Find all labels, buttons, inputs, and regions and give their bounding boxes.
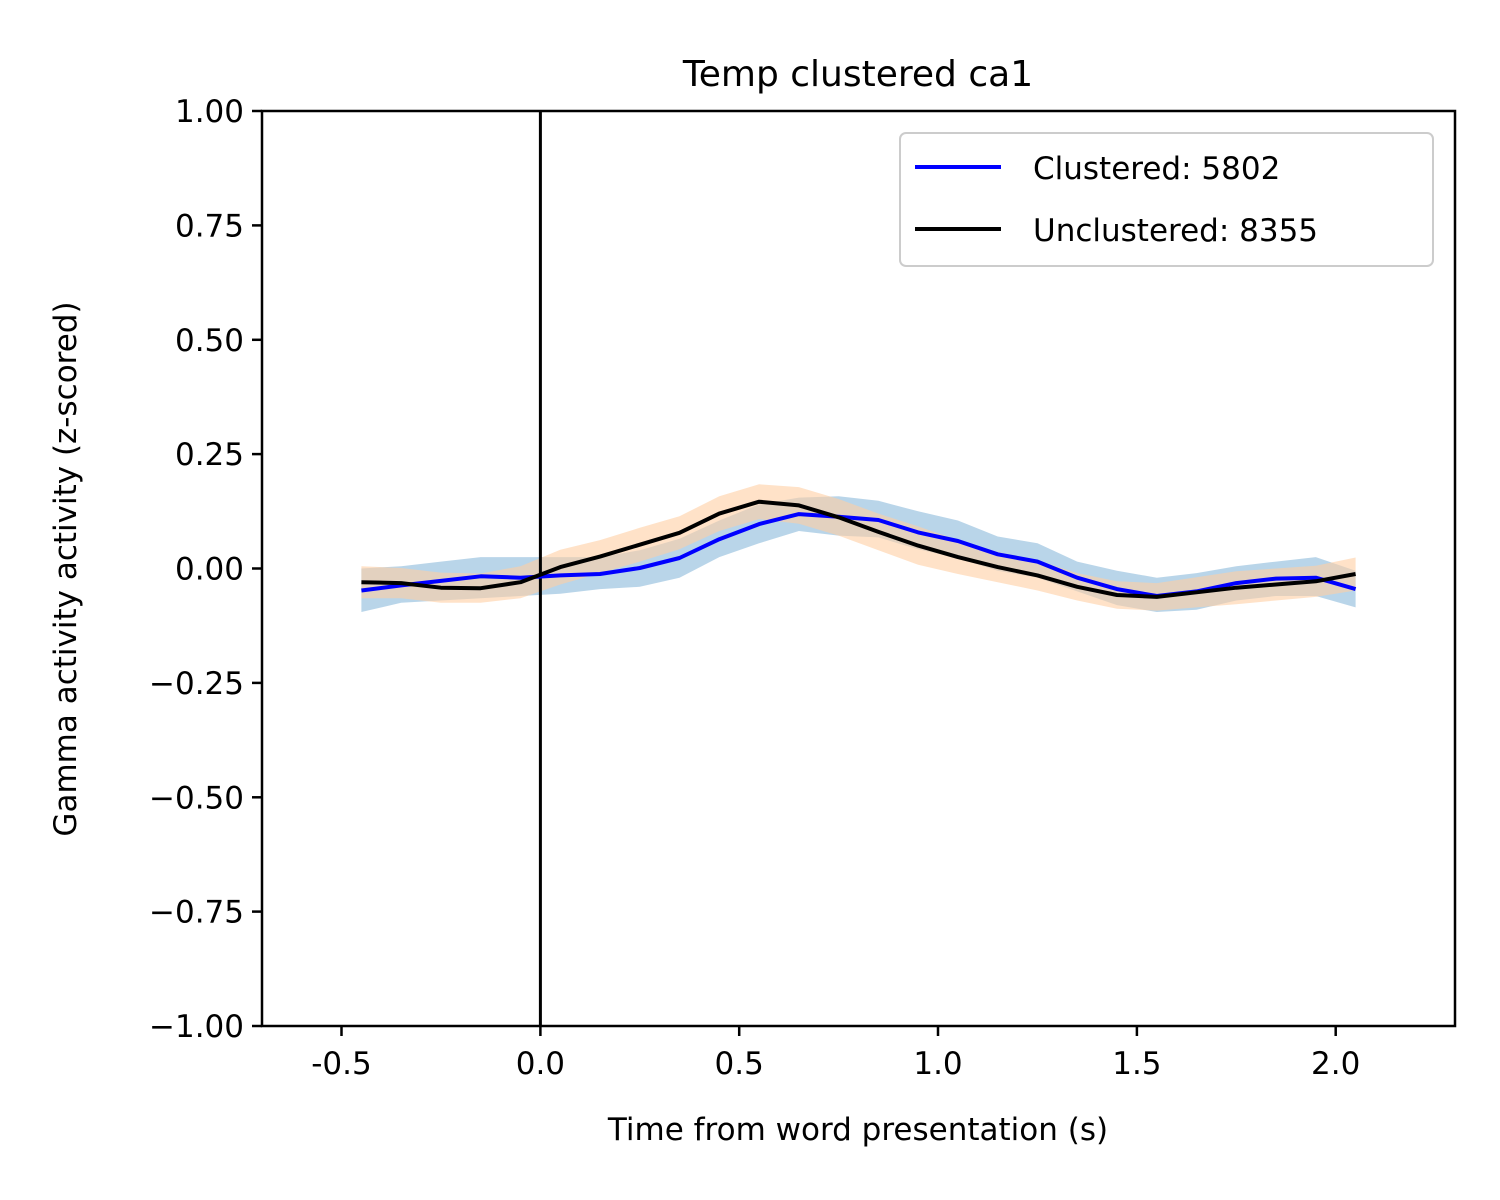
y-tick-label: 0.00: [175, 552, 244, 588]
axes: -0.5 0.0 0.5 1.0 1.5 2.0 1.00 0.75 0.50 0.25 0.00 −…: [149, 94, 1457, 1082]
x-tick-label: 1.5: [1112, 1046, 1161, 1082]
error-band-unclustered: [361, 484, 1356, 611]
series-line-unclustered: [361, 499, 1356, 599]
legend-label-clustered: Clustered: 5802: [1033, 151, 1280, 187]
x-axis-title: Time from word presentation (s): [607, 1112, 1108, 1148]
y-tick-label: −0.75: [149, 895, 244, 931]
y-tick-label: −0.50: [149, 780, 244, 816]
legend: Clustered: 5802 Unclustered: 8355: [899, 132, 1434, 267]
y-tick-label: 1.00: [175, 94, 244, 130]
y-tick-label: 0.75: [175, 208, 244, 244]
y-tick-label: 0.25: [175, 437, 244, 473]
y-tick-label: −0.25: [149, 666, 244, 702]
y-tick-label: −1.00: [149, 1009, 244, 1045]
legend-label-unclustered: Unclustered: 8355: [1033, 213, 1318, 249]
legend-frame: [899, 132, 1434, 267]
y-axis-title: Gamma activity activity (z-scored): [48, 301, 84, 836]
x-tick-label: 1.0: [913, 1046, 962, 1082]
y-tick-label: 0.50: [175, 323, 244, 359]
chart-title: Temp clustered ca1: [682, 54, 1033, 95]
x-tick-label: -0.5: [311, 1046, 372, 1082]
x-tick-label: 0.0: [516, 1046, 565, 1082]
x-tick-label: 0.5: [715, 1046, 764, 1082]
plot-area: [361, 111, 1357, 1026]
x-tick-label: 2.0: [1311, 1046, 1360, 1082]
